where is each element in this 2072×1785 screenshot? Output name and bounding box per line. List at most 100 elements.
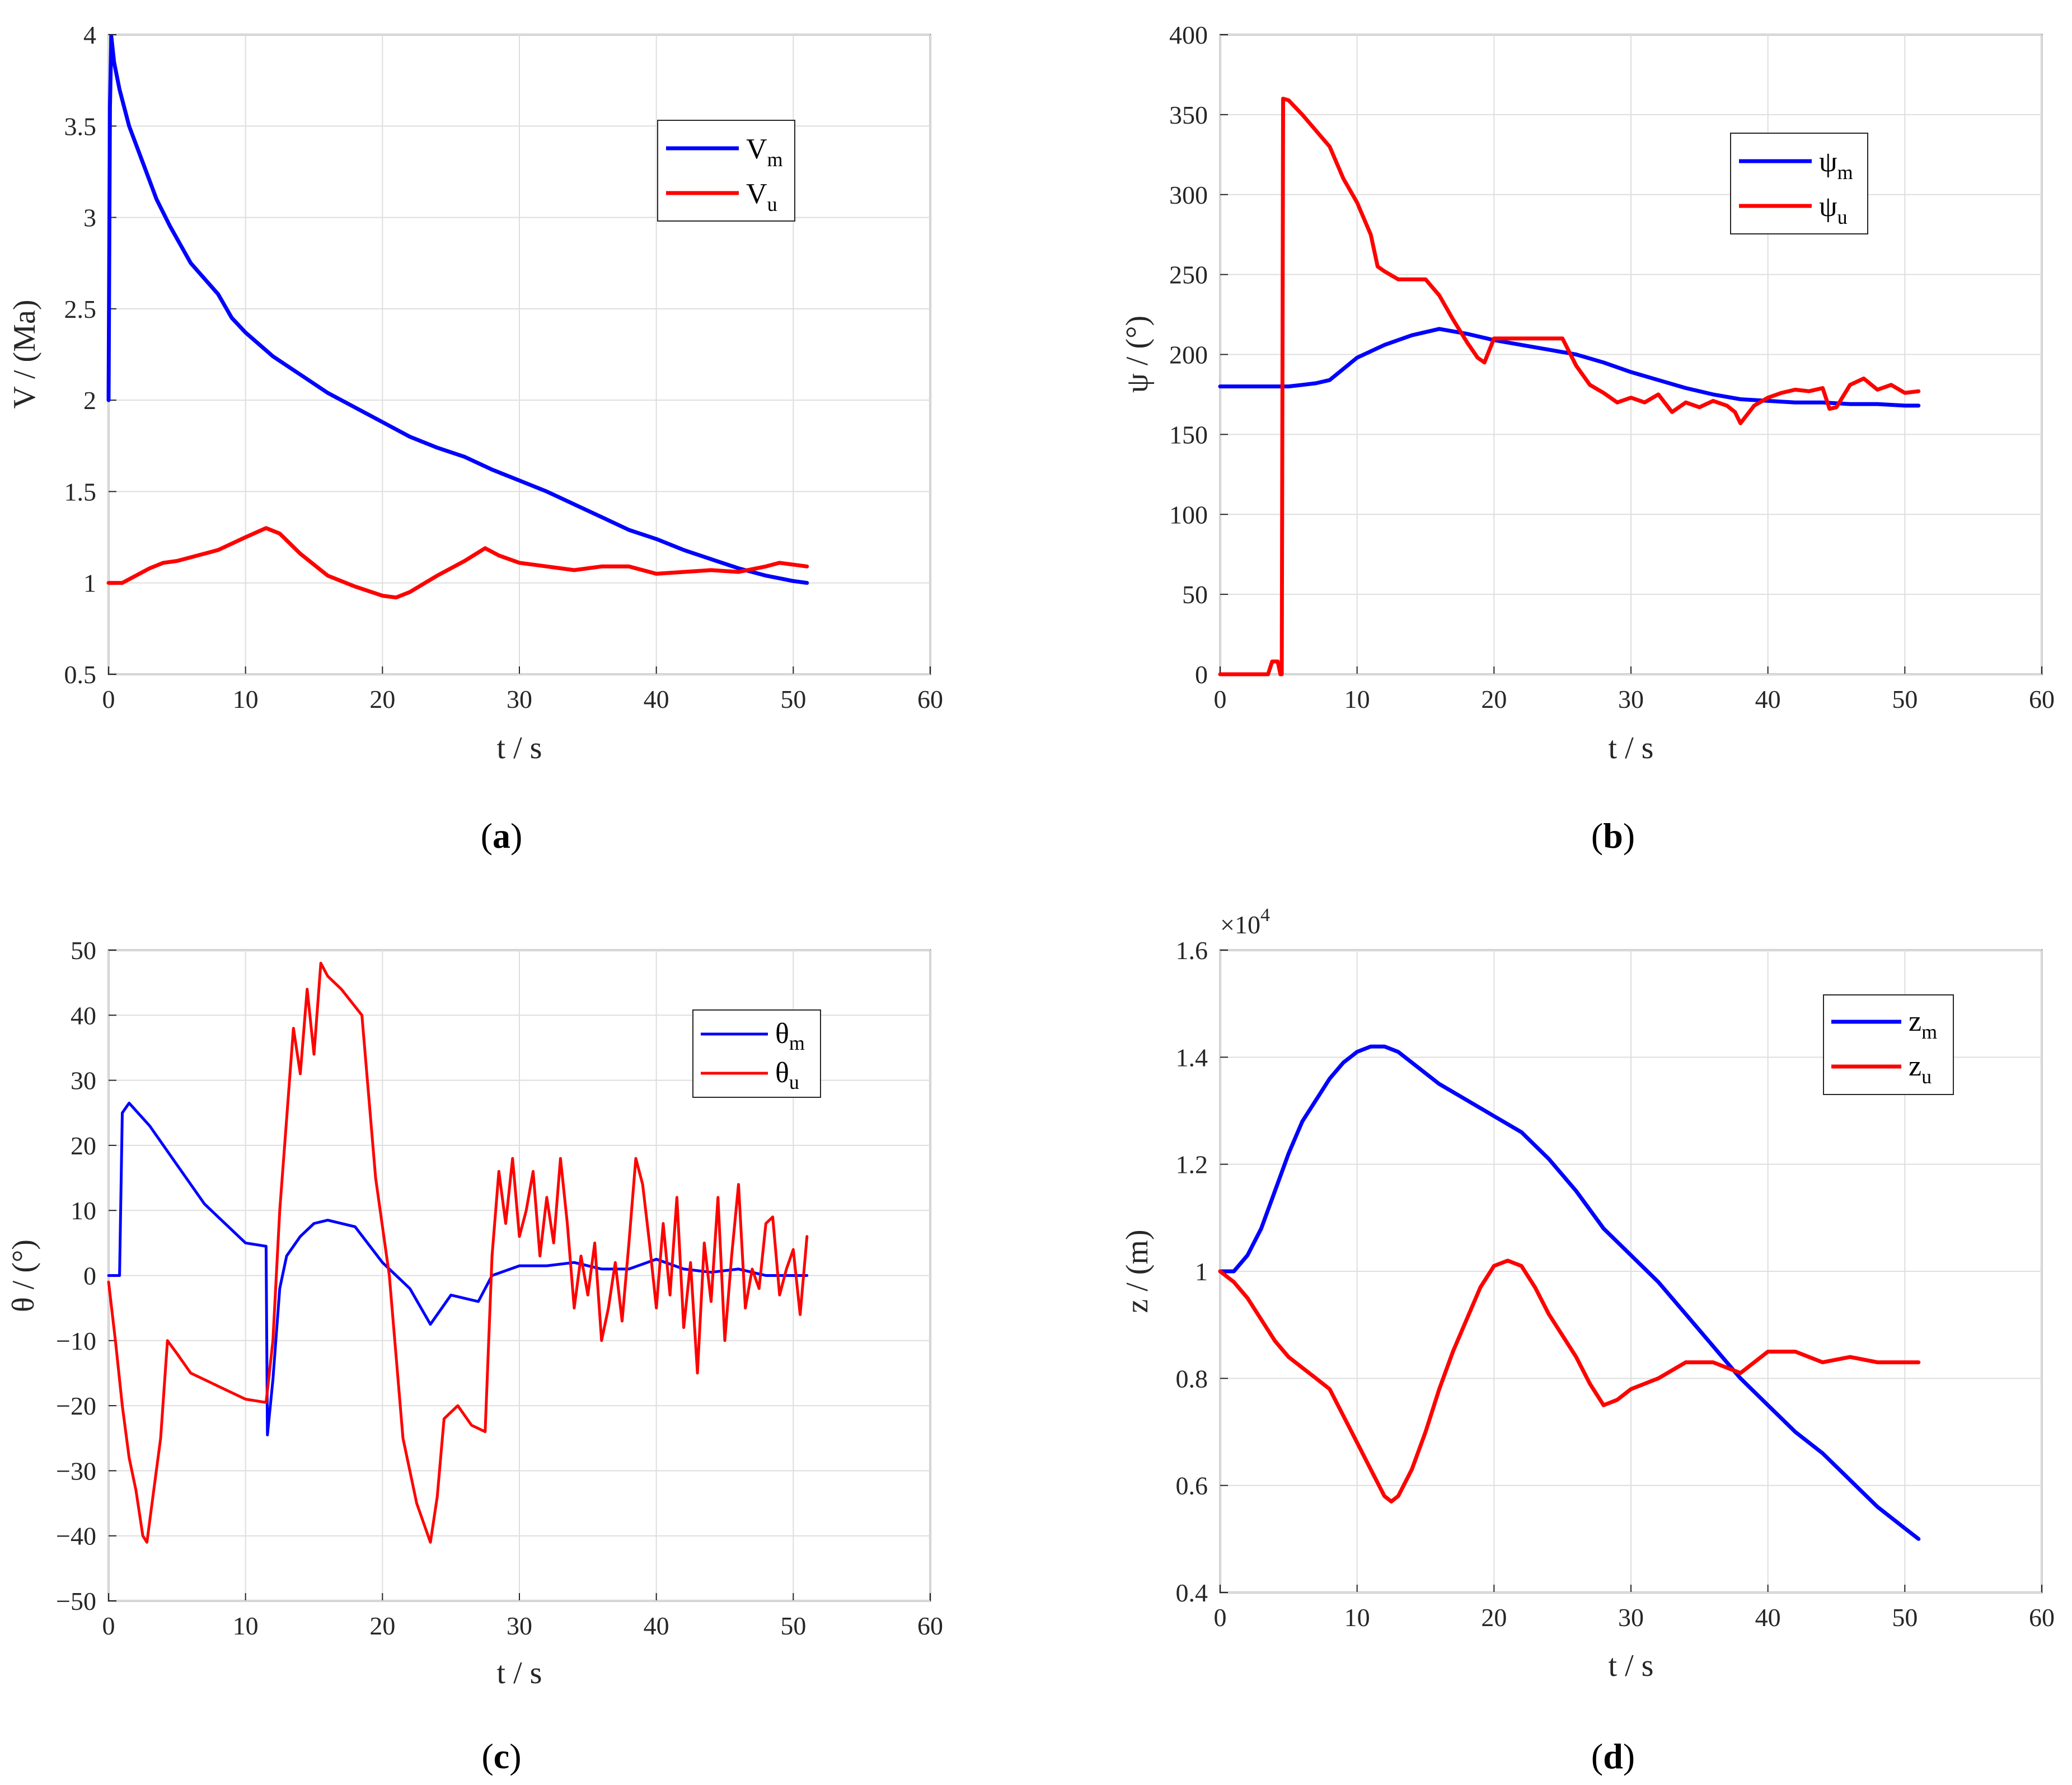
legend-label-z-m: zm — [1909, 1006, 1937, 1043]
caption-c: (c) — [481, 1736, 521, 1776]
legend-box — [692, 1009, 821, 1098]
x-tick-labels: 0 10 20 30 40 50 60 — [1214, 685, 2055, 713]
x-tick-label: 40 — [1755, 685, 1781, 713]
caption-a: (a) — [481, 816, 523, 856]
x-tick-label: 50 — [1892, 1603, 1918, 1632]
x-tick-labels: 0 10 20 30 40 50 60 — [102, 1612, 944, 1640]
x-tick-label: 60 — [917, 685, 943, 713]
x-tick-label: 40 — [644, 685, 669, 713]
x-tick-label: 40 — [1755, 1603, 1781, 1632]
x-axis-label: t / s — [497, 731, 542, 765]
x-tick-labels: 0 10 20 30 40 50 60 — [102, 685, 944, 713]
legend-box — [1823, 994, 1954, 1095]
y-tick-label: −10 — [56, 1327, 96, 1355]
legend-label-v-u: Vu — [746, 178, 777, 215]
y-tick-label: 250 — [1169, 261, 1208, 289]
y-tick-label: 0.6 — [1176, 1472, 1208, 1500]
y-tick-label: 150 — [1169, 420, 1208, 449]
legend-label-v-m: Vm — [746, 133, 783, 171]
y-tick-label: −20 — [56, 1392, 96, 1420]
y-tick-label: 0 — [1195, 660, 1208, 689]
x-tick-label: 60 — [917, 1612, 943, 1640]
x-tick-label: 10 — [1344, 685, 1370, 713]
y-tick-labels: 0 50 100 150 200 250 300 350 400 — [1169, 21, 1208, 689]
y-tick-label: 1.5 — [64, 477, 97, 506]
series-line-u — [107, 961, 809, 1544]
x-axis-label: t / s — [1609, 1648, 1654, 1683]
legend-label-theta-u: θu — [775, 1057, 799, 1093]
x-tick-label: 10 — [233, 685, 259, 713]
y-axis-label: ψ / (°) — [1120, 316, 1155, 393]
x-tick-label: 50 — [780, 1612, 806, 1640]
series-lines — [1218, 96, 1921, 677]
y-tick-label: 1 — [83, 569, 96, 598]
y-tick-label: 300 — [1169, 181, 1208, 209]
y-tick-label: 0.4 — [1176, 1579, 1208, 1607]
series-line-m — [1218, 327, 1921, 408]
series-line-m — [107, 1101, 809, 1436]
legend-box — [1730, 133, 1868, 234]
y-exponent-label: ×104 — [1220, 905, 1270, 939]
series-lines — [1218, 1044, 1921, 1541]
y-tick-label: 40 — [71, 1001, 96, 1030]
x-tick-label: 20 — [1481, 1603, 1507, 1632]
y-tick-label: 4 — [83, 21, 96, 49]
y-tick-label: 3 — [83, 204, 96, 232]
x-tick-label: 60 — [2029, 1603, 2055, 1632]
y-tick-label: −50 — [56, 1587, 96, 1615]
y-tick-labels: 0.5 1 1.5 2 2.5 3 3.5 4 — [64, 21, 97, 689]
x-tick-label: 20 — [369, 685, 395, 713]
y-axis-label: V / (Ma) — [7, 300, 42, 409]
y-tick-label: 10 — [71, 1196, 96, 1225]
y-tick-labels: 0.4 0.6 0.8 1 1.2 1.4 1.6 — [1176, 936, 1208, 1607]
y-tick-label: 0 — [83, 1262, 96, 1290]
y-tick-label: 0.5 — [64, 660, 97, 689]
series-line-u — [106, 526, 809, 600]
series-lines — [106, 34, 809, 600]
y-tick-label: −30 — [56, 1457, 96, 1485]
legend-box — [657, 120, 795, 222]
y-tick-label: 50 — [71, 936, 96, 965]
y-tick-label: 1.6 — [1176, 936, 1208, 965]
x-tick-label: 0 — [102, 1612, 115, 1640]
y-tick-label: 3.5 — [64, 112, 97, 140]
y-tick-label: 200 — [1169, 341, 1208, 369]
panel-c: 0 10 20 30 40 50 60 −50 −40 −30 −20 −10 0 10 20 30 40 50… — [6, 936, 943, 1776]
series-lines — [107, 961, 809, 1544]
gridlines — [1220, 950, 2042, 1593]
legend-label-theta-m: θm — [775, 1018, 805, 1054]
legend: Vm Vu — [657, 120, 795, 222]
y-axis-label: θ / (°) — [6, 1239, 41, 1312]
x-tick-label: 30 — [507, 1612, 532, 1640]
y-axis-label: z / (m) — [1120, 1229, 1155, 1313]
y-tick-label: 2.5 — [64, 295, 97, 323]
y-tick-label: 2 — [83, 386, 96, 415]
x-tick-label: 30 — [507, 685, 532, 713]
caption-d: (d) — [1591, 1736, 1635, 1776]
series-line-m — [1218, 1044, 1921, 1541]
y-tick-label: 400 — [1169, 21, 1208, 49]
series-line-m — [106, 34, 809, 585]
x-tick-label: 30 — [1618, 1603, 1644, 1632]
y-tick-label: −40 — [56, 1522, 96, 1551]
legend-label-psi-u: ψu — [1819, 191, 1848, 228]
x-tick-label: 20 — [369, 1612, 395, 1640]
x-tick-label: 50 — [1892, 685, 1918, 713]
series-line-u — [1218, 96, 1921, 677]
x-tick-label: 50 — [780, 685, 806, 713]
y-tick-label: 30 — [71, 1067, 96, 1095]
legend: zm zu — [1823, 994, 1954, 1095]
series-line-u — [1218, 1258, 1921, 1504]
y-tick-label: 0.8 — [1176, 1364, 1208, 1393]
legend: θm θu — [692, 1009, 821, 1098]
legend-label-psi-m: ψm — [1819, 146, 1853, 184]
y-tick-label: 1.4 — [1176, 1043, 1208, 1072]
legend-label-z-u: zu — [1909, 1050, 1932, 1088]
legend: ψm ψu — [1730, 133, 1868, 234]
x-tick-label: 10 — [1344, 1603, 1370, 1632]
y-tick-label: 20 — [71, 1131, 96, 1160]
x-axis-label: t / s — [1609, 731, 1654, 765]
x-axis-label: t / s — [497, 1656, 542, 1690]
x-tick-label: 0 — [102, 685, 115, 713]
x-tick-label: 10 — [233, 1612, 259, 1640]
